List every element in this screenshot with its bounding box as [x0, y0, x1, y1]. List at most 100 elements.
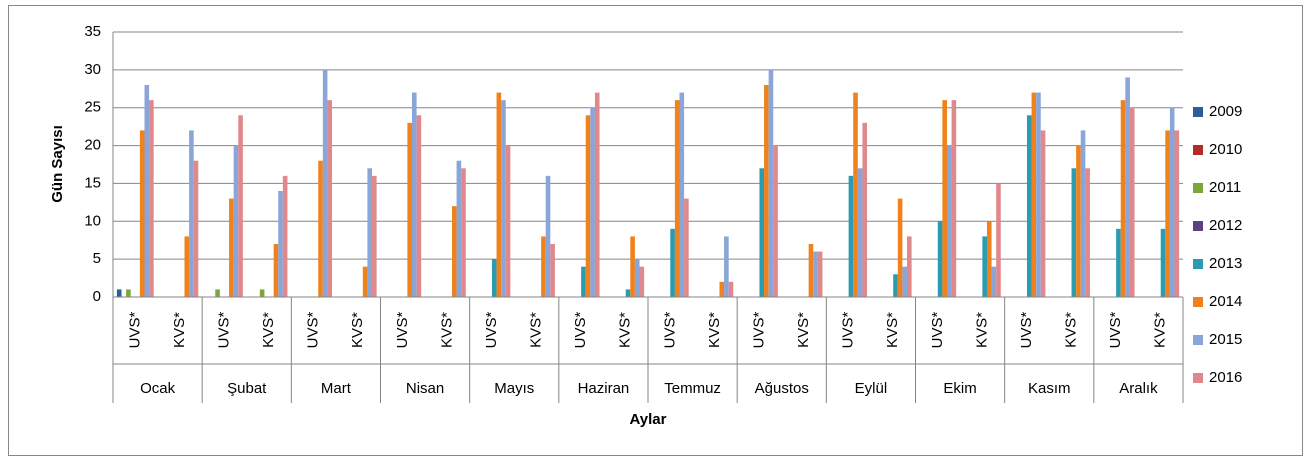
- bar: [451, 206, 457, 297]
- x-tick-label: UVS*: [1107, 312, 1124, 349]
- x-tick-label: KVS*: [438, 312, 455, 348]
- bar: [728, 281, 734, 297]
- bar: [773, 145, 778, 297]
- bar: [282, 175, 288, 297]
- bar: [1085, 168, 1090, 297]
- bar: [768, 69, 774, 297]
- bar: [501, 100, 506, 298]
- bar: [1071, 168, 1077, 297]
- bar: [362, 266, 368, 297]
- legend-swatch: [1193, 145, 1203, 155]
- x-tick-label: UVS*: [750, 312, 767, 349]
- legend-swatch: [1193, 183, 1203, 193]
- x-tick-label: UVS*: [394, 312, 411, 349]
- y-tick-label: 0: [93, 288, 101, 305]
- bar: [126, 289, 131, 297]
- bar: [327, 100, 333, 298]
- bar: [897, 198, 903, 297]
- x-tick-label: UVS*: [1018, 312, 1035, 349]
- bar: [461, 168, 466, 297]
- y-tick-label: 20: [84, 137, 101, 154]
- x-tick-label: KVS*: [171, 312, 188, 348]
- bar: [764, 85, 769, 297]
- bar: [215, 289, 220, 297]
- legend-label: 2009: [1209, 103, 1242, 120]
- bar: [848, 175, 854, 297]
- bar: [278, 191, 283, 297]
- bar: [1129, 107, 1135, 297]
- bar: [679, 92, 685, 297]
- x-tick-label: KVS*: [884, 312, 901, 348]
- bar: [367, 168, 373, 297]
- bar: [1031, 92, 1037, 297]
- bar: [456, 160, 462, 297]
- group-label: Nisan: [406, 380, 444, 397]
- x-tick-label: KVS*: [260, 312, 277, 348]
- bar: [273, 244, 279, 297]
- group-label: Aralık: [1119, 380, 1158, 397]
- bar: [1120, 100, 1126, 298]
- bar: [491, 259, 497, 297]
- legend-swatch: [1193, 297, 1203, 307]
- bar: [545, 175, 551, 297]
- group-label: Mayıs: [494, 380, 534, 397]
- bar: [907, 236, 912, 297]
- bar: [229, 198, 234, 297]
- bar: [416, 115, 422, 298]
- bar: [139, 130, 145, 297]
- bar: [634, 259, 640, 297]
- bar: [853, 92, 858, 297]
- x-tick-label: KVS*: [1063, 312, 1080, 348]
- bar: [505, 145, 511, 297]
- y-tick-label: 25: [84, 99, 101, 116]
- bar: [550, 244, 555, 297]
- group-label: Mart: [321, 380, 352, 397]
- group-label: Ekim: [943, 380, 976, 397]
- bar: [951, 100, 957, 298]
- legend-label: 2013: [1209, 255, 1242, 272]
- bar: [674, 100, 680, 298]
- legend-swatch: [1193, 373, 1203, 383]
- bar: [1174, 130, 1180, 297]
- bar: [1165, 130, 1170, 297]
- legend-label: 2015: [1209, 331, 1242, 348]
- bar: [585, 115, 591, 298]
- bar: [411, 92, 417, 297]
- bar: [639, 266, 645, 297]
- bar: [1080, 130, 1086, 297]
- x-tick-label: KVS*: [349, 312, 366, 348]
- bar: [1026, 115, 1032, 298]
- group-label: Ağustos: [755, 380, 809, 397]
- bar: [902, 266, 908, 297]
- bar: [817, 251, 823, 297]
- bar: [942, 100, 947, 298]
- bar: [541, 236, 546, 297]
- x-tick-label: UVS*: [305, 312, 322, 349]
- bar: [372, 175, 377, 297]
- group-label: Şubat: [227, 380, 267, 397]
- bar: [496, 92, 502, 297]
- legend-label: 2016: [1209, 369, 1242, 386]
- bar: [318, 160, 323, 297]
- x-tick-label: UVS*: [126, 312, 143, 349]
- bar: [893, 274, 898, 297]
- bar: [1040, 130, 1046, 297]
- y-tick-label: 10: [84, 212, 101, 229]
- bar: [946, 145, 952, 297]
- bar: [233, 145, 239, 297]
- bar: [407, 122, 412, 297]
- bar: [1036, 92, 1041, 297]
- bar: [719, 281, 725, 297]
- y-tick-label: 30: [84, 61, 101, 78]
- bar: [625, 289, 631, 297]
- bar: [808, 244, 814, 297]
- bar: [813, 251, 818, 297]
- legend-label: 2010: [1209, 141, 1242, 158]
- bar: [857, 168, 863, 297]
- group-label: Temmuz: [664, 380, 721, 397]
- legend-label: 2014: [1209, 293, 1242, 310]
- bar: [1169, 107, 1175, 297]
- x-tick-label: UVS*: [483, 312, 500, 349]
- bar: [996, 183, 1001, 297]
